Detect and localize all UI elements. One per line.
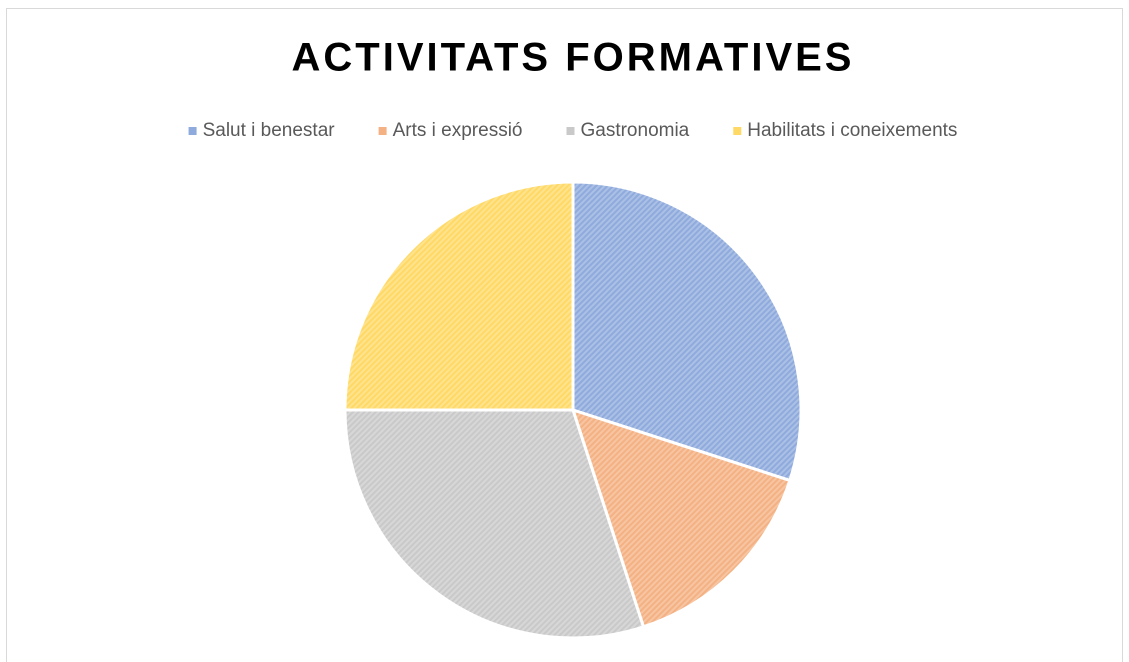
legend-text: Salut i benestar <box>203 120 336 141</box>
chart-title: ACTIVITATS FORMATIVES <box>292 36 855 80</box>
pie-slice <box>343 180 575 412</box>
legend-marker <box>378 127 387 135</box>
legend-text: Gastronomia <box>580 120 689 141</box>
legend-marker <box>188 127 197 135</box>
legend-text: Arts i expressió <box>393 120 523 141</box>
pie-slice <box>343 408 646 640</box>
legend-text: Habilitats i coneixements <box>747 120 957 141</box>
pie-slice <box>571 180 803 483</box>
legend-marker <box>566 127 575 135</box>
legend-marker <box>733 127 742 135</box>
